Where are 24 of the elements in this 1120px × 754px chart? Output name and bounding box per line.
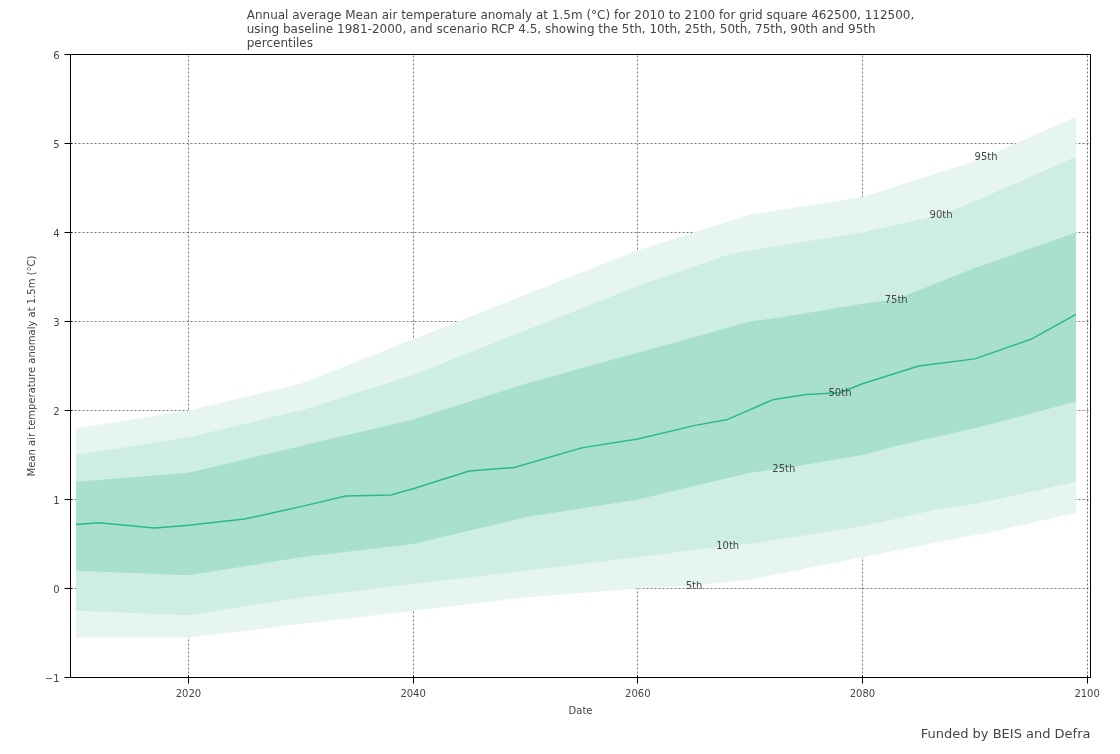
x-tick-label: 2040: [400, 687, 426, 699]
y-tick-label: 2: [53, 405, 60, 417]
annotation: 10th: [716, 540, 740, 552]
x-tick-label: 2060: [625, 687, 651, 699]
chart-title: Annual average Mean air temperature anomaly at 1.5m (°C) for 2010 to 2100 for grid square 462500, 112500, using baseline 1981-2000, and scenario RCP 4.5, showing the 5th, 10th, 25th, 50th, 75th, 90th and 95th percentiles: [246, 7, 915, 50]
x-tick-label: 2100: [1074, 687, 1100, 699]
x-axis-title: Date: [568, 704, 593, 716]
annotation: 75th: [884, 293, 908, 305]
x-tick-label: 2020: [175, 687, 202, 699]
line-series: [75, 313, 1077, 529]
y-tick-label: 0: [53, 583, 60, 595]
y-tick-label: 4: [53, 227, 60, 239]
annotation: 25th: [772, 462, 796, 474]
y-tick-label: 3: [53, 316, 60, 328]
y-tick-label: 6: [53, 49, 60, 61]
y-tick-label: 1: [53, 494, 60, 506]
annotation: 95th: [974, 151, 998, 163]
y-tick-label: 5: [53, 138, 60, 150]
annotation: 90th: [929, 209, 953, 221]
annotation: 5th: [685, 580, 703, 592]
y-tick-label: −1: [44, 672, 60, 684]
y-axis-title: Mean air temperature anomaly at 1.5m (°C): [25, 255, 37, 477]
x-tick-label: 2080: [849, 687, 876, 699]
text: Funded by BEIS and Defra: [920, 725, 1091, 741]
